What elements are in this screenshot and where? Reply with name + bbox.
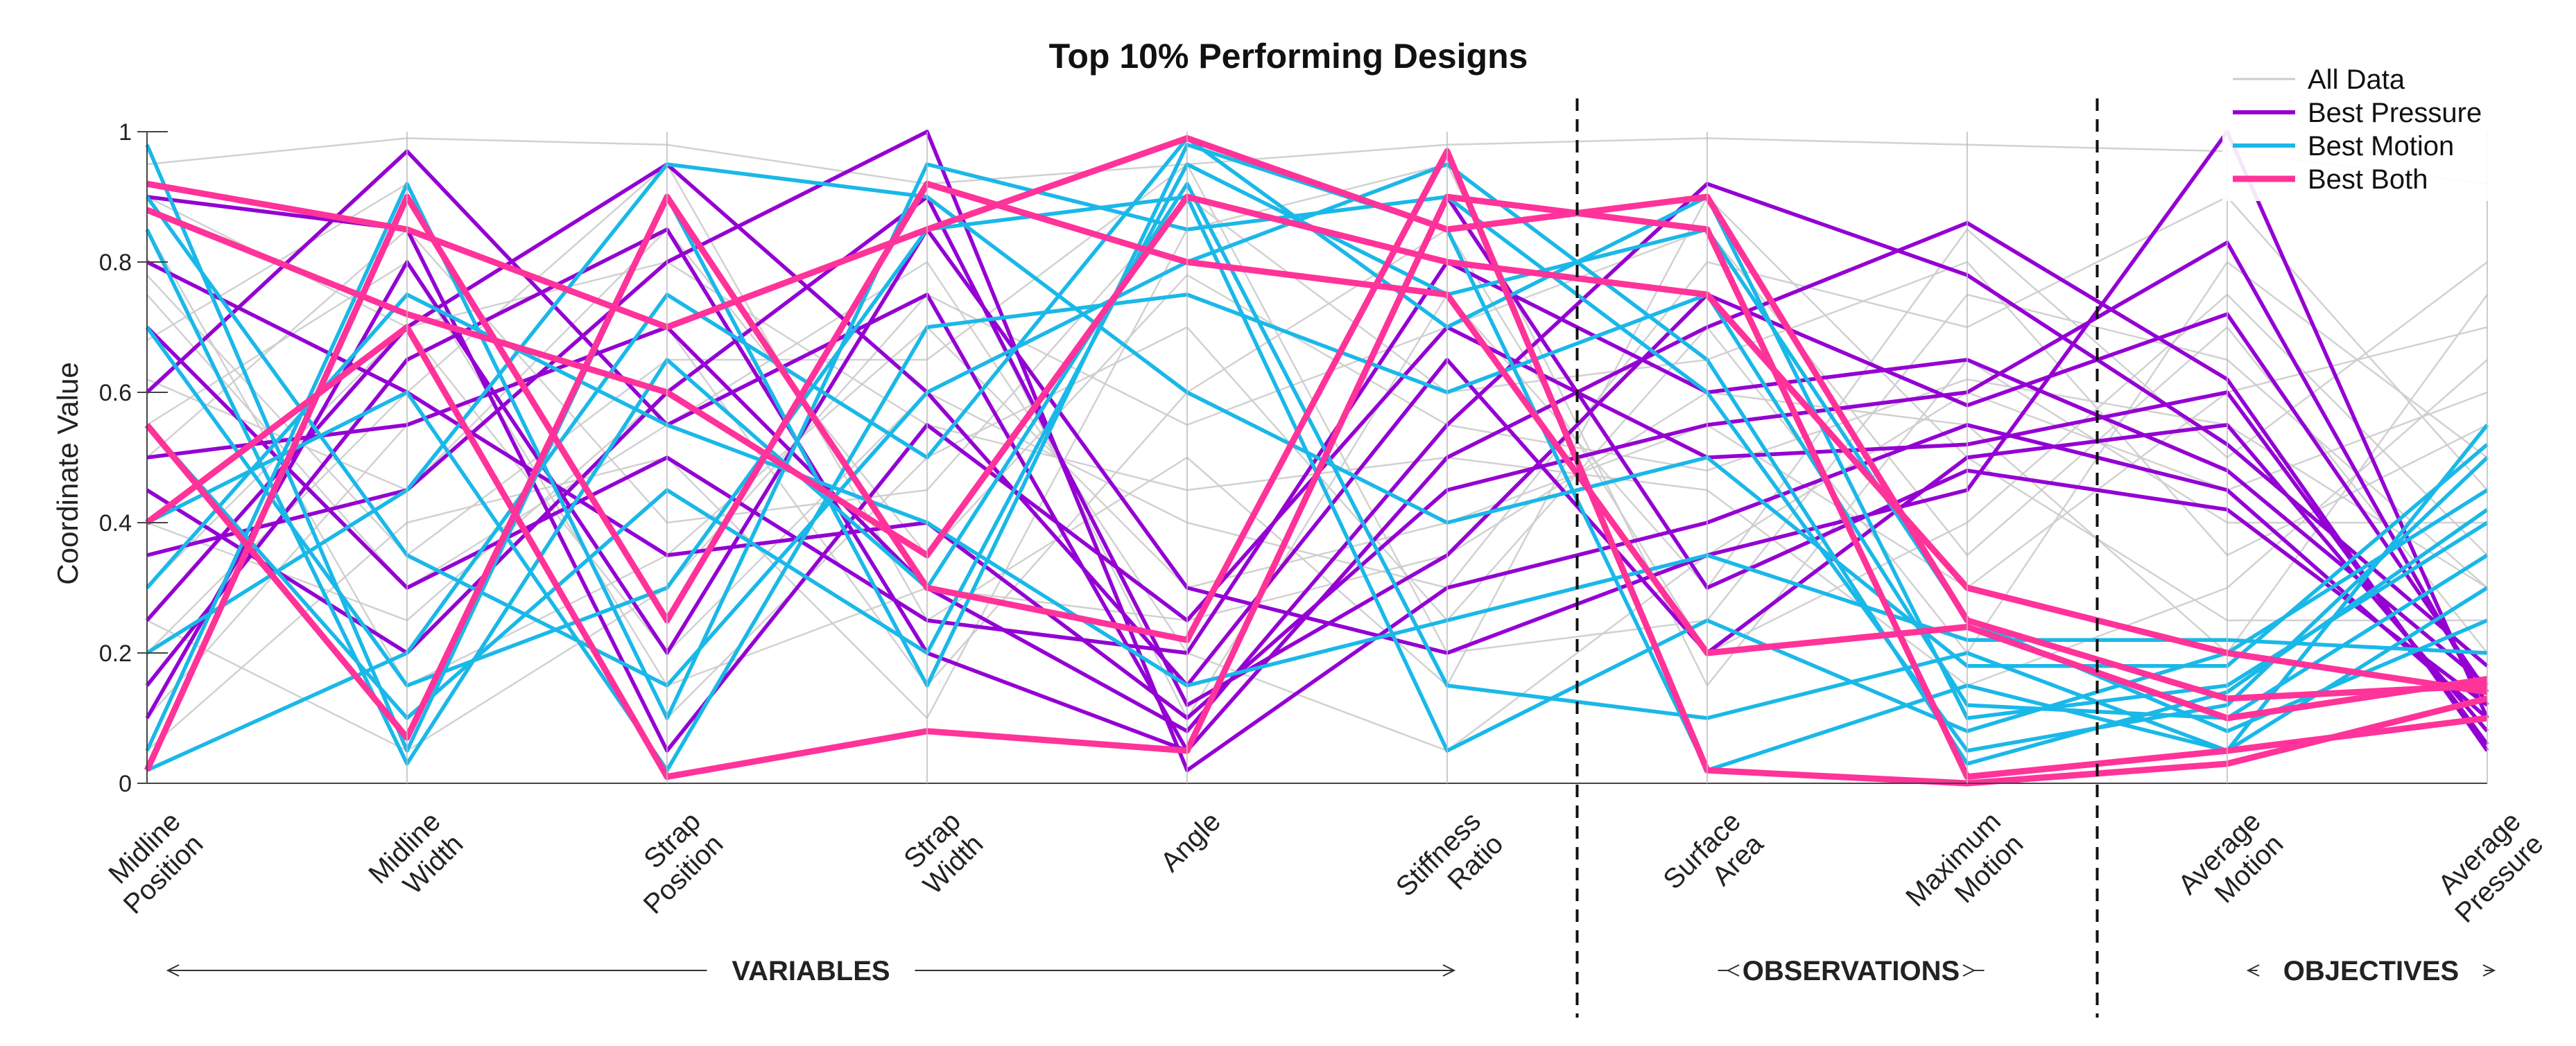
axis-label-3: StrapWidth — [895, 806, 989, 900]
group-label-0: VARIABLES — [732, 956, 890, 986]
axis-label-8: AverageMotion — [2172, 806, 2289, 923]
group-label-1: OBSERVATIONS — [1743, 956, 1960, 986]
legend-label-1: Best Pressure — [2308, 98, 2482, 128]
group-arrowhead-left-1 — [1726, 964, 1740, 977]
series-line-all-data-0 — [146, 137, 2488, 185]
legend-label-3: Best Both — [2308, 164, 2428, 195]
y-tick-label-5: 1 — [119, 119, 132, 146]
series-line-all-data-8 — [146, 195, 2488, 720]
axis-label-2: StrapPosition — [615, 806, 729, 920]
y-tick-label-2: 0.4 — [99, 510, 132, 537]
y-tick-label-4: 0.8 — [99, 250, 132, 276]
legend-label-0: All Data — [2308, 64, 2405, 95]
axis-label-9: AveragePressure — [2427, 806, 2550, 929]
data-lines — [144, 130, 2489, 787]
series-line-best-both-0 — [146, 134, 2488, 702]
group-arrowhead-left-2 — [2246, 964, 2260, 977]
axes — [146, 132, 2488, 784]
chart-title: Top 10% Performing Designs — [1049, 37, 1528, 76]
axis-label-0: MidlinePosition — [95, 806, 209, 920]
group-label-2: OBJECTIVES — [2283, 956, 2459, 986]
group-arrowhead-left-0 — [166, 964, 180, 977]
axis-label-5: StiffnessRatio — [1390, 806, 1510, 925]
axis-label-4: Angle — [1155, 806, 1227, 878]
group-dividers — [1575, 98, 2099, 1018]
series-line-best-both-3 — [145, 193, 2488, 781]
y-tick-label-1: 0.2 — [99, 640, 132, 667]
series-line-best-both-2 — [144, 180, 2488, 772]
y-tick-label-3: 0.6 — [99, 380, 132, 406]
group-arrowhead-right-0 — [1442, 964, 1456, 977]
axis-label-7: MaximumMotion — [1900, 806, 2029, 935]
axis-groups: VARIABLES OBSERVATIONS OBJECTIVES — [166, 956, 2496, 986]
y-ticks: 0 0.2 0.4 0.6 0.8 1 — [99, 119, 168, 797]
y-axis-label: Coordinate Value — [51, 362, 84, 584]
legend-label-2: Best Motion — [2308, 131, 2454, 162]
group-arrowhead-right-2 — [2482, 964, 2496, 977]
axis-labels: MidlinePosition MidlineWidth StrapPosition… — [95, 805, 2550, 935]
y-tick-label-0: 0 — [119, 771, 132, 797]
axis-label-6: SurfaceArea — [1657, 805, 1770, 918]
group-arrowhead-right-1 — [1962, 964, 1976, 977]
axis-label-4-line1: Angle — [1155, 806, 1227, 878]
axis-label-1: MidlineWidth — [363, 806, 469, 912]
series-line-best-motion-4 — [146, 293, 2489, 772]
